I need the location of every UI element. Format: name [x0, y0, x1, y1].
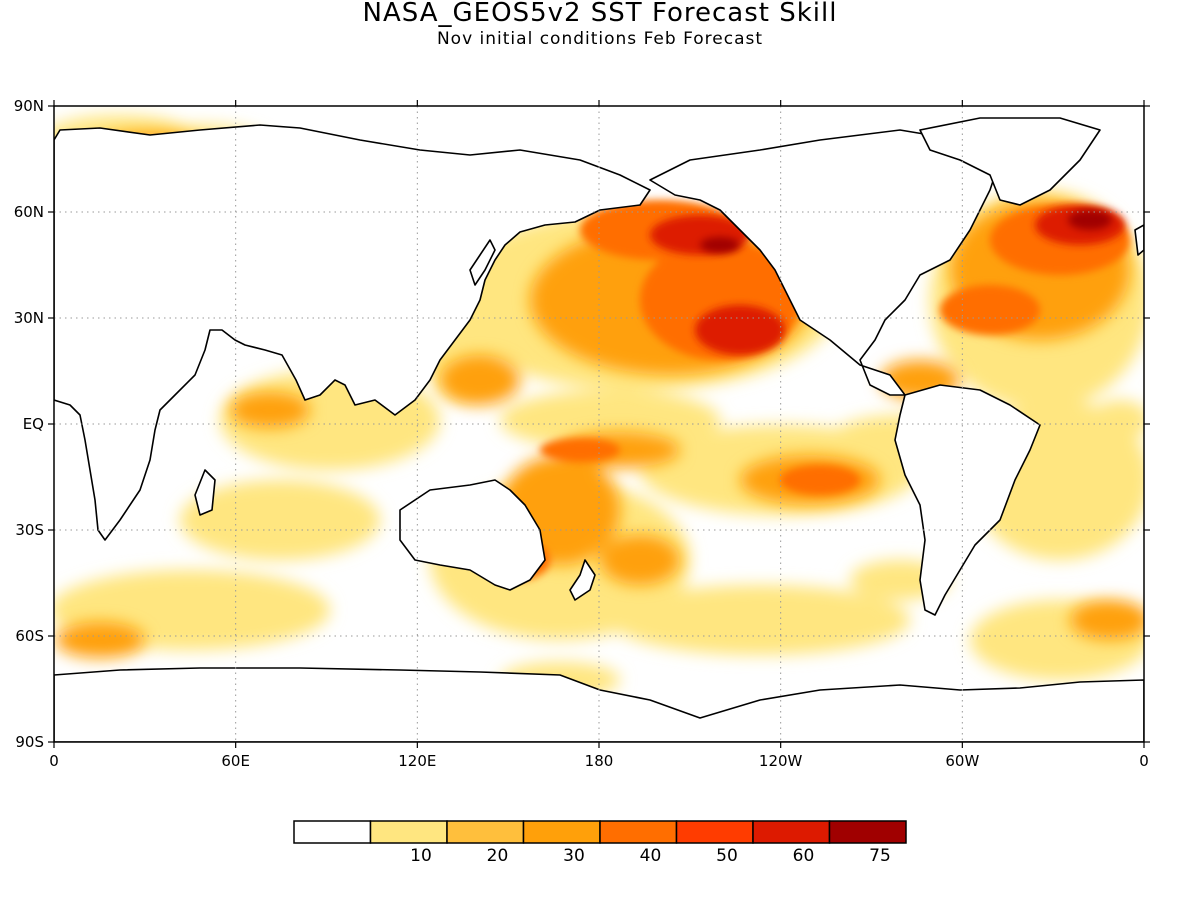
colorbar-label: 40: [640, 846, 662, 866]
colorbar-bin: [369, 820, 448, 844]
lon-tick-label: 60E: [221, 752, 250, 770]
land-masses: [54, 117, 1144, 742]
lat-tick-label: 30N: [14, 309, 44, 327]
lat-tick-label: 30S: [15, 521, 44, 539]
colorbar-bin: [828, 820, 907, 844]
longitude-axis: 0 60E 120E 180 120W 60W 0: [49, 100, 1149, 770]
north-america: [649, 129, 1001, 396]
south-america: [894, 384, 1041, 616]
graticule: [54, 106, 1144, 742]
lat-tick-label: 60N: [14, 203, 44, 221]
greenland: [919, 117, 1101, 206]
colorbar-bin: [446, 820, 525, 844]
colorbar-bin: [752, 820, 831, 844]
colorbar-bin: [599, 820, 678, 844]
colorbar: 10 20 30 40 50 60 75: [293, 820, 907, 866]
lon-tick-label: 120W: [759, 752, 803, 770]
colorbar-label: 10: [410, 846, 432, 866]
madagascar: [194, 469, 216, 516]
skill-field: [54, 115, 1144, 698]
chart-title: NASA_GEOS5v2 SST Forecast Skill: [362, 0, 838, 28]
colorbar-label: 20: [487, 846, 509, 866]
colorbar-label: 30: [563, 846, 585, 866]
australia: [399, 479, 546, 591]
lat-tick-label: 90N: [14, 97, 44, 115]
british-isles: [1134, 224, 1144, 256]
lon-tick-label: 180: [585, 752, 614, 770]
lon-tick-label: 60W: [945, 752, 979, 770]
colorbar-bin: [522, 820, 601, 844]
latitude-axis: 90N 60N 30N EQ 30S 60S 90S: [14, 97, 1150, 751]
lon-tick-label: 0: [49, 752, 59, 770]
lon-tick-label: 120E: [398, 752, 436, 770]
japan: [469, 239, 496, 286]
chart-subtitle: Nov initial conditions Feb Forecast: [436, 29, 764, 49]
colorbar-label: 60: [793, 846, 815, 866]
eurasia-africa: [54, 124, 651, 541]
lat-tick-label: EQ: [23, 415, 44, 433]
colorbar-label: 75: [869, 846, 891, 866]
antarctica: [54, 667, 1144, 742]
colorbar-bin: [675, 820, 754, 844]
colorbar-bin: [293, 820, 372, 844]
lat-tick-label: 90S: [15, 733, 44, 751]
colorbar-label: 50: [716, 846, 738, 866]
lon-tick-label: 0: [1139, 752, 1149, 770]
map-frame: [54, 106, 1144, 742]
new-zealand: [569, 559, 596, 601]
lat-tick-label: 60S: [15, 627, 44, 645]
